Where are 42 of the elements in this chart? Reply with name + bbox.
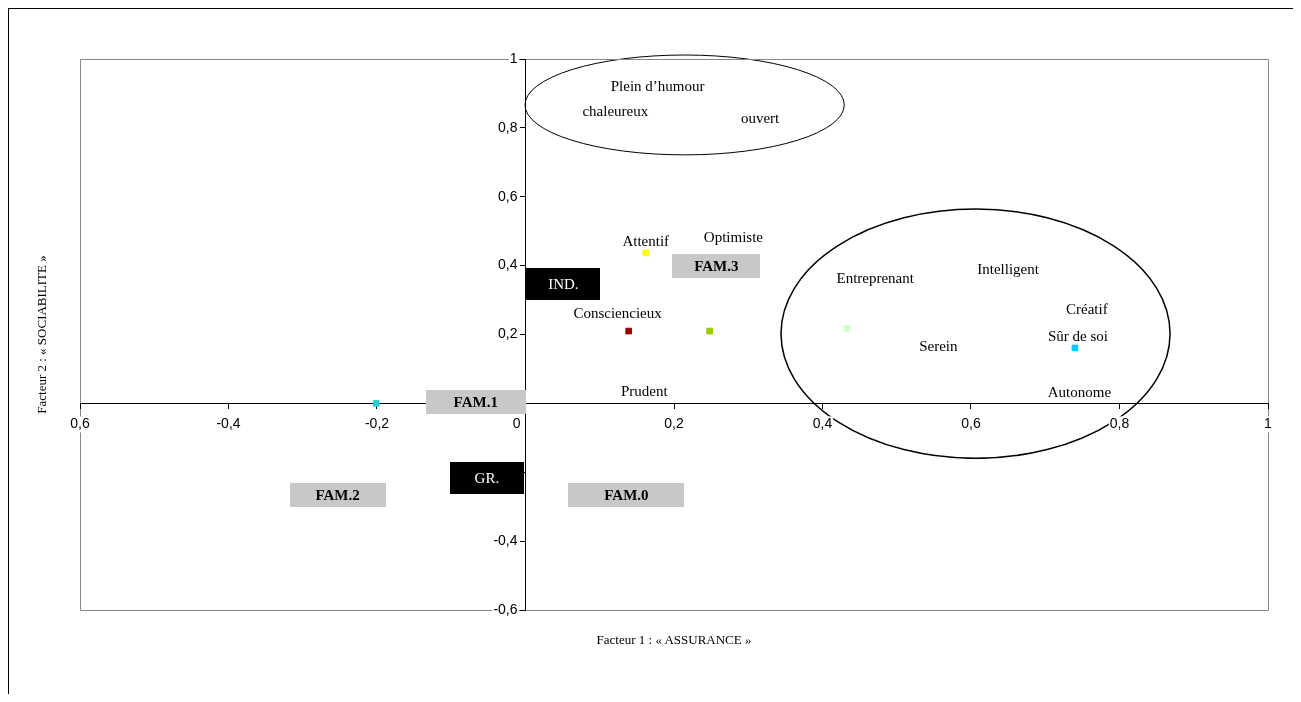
y-tick-label: 0,8	[498, 118, 518, 135]
x-tick-label: 0,8	[1109, 415, 1130, 432]
label-box: GR.	[449, 462, 524, 495]
annotation: Attentif	[622, 232, 670, 250]
y-tick-label: 1	[509, 49, 518, 66]
annotation: Serein	[919, 337, 958, 355]
annotation: Créatif	[1066, 300, 1108, 318]
y-tick-label: -0,6	[493, 600, 518, 617]
annotation: Autonome	[1047, 383, 1112, 401]
annotation: Entreprenant	[836, 269, 914, 287]
label-box: FAM.2	[289, 483, 386, 508]
label-box: FAM.3	[672, 253, 761, 278]
annotation: ouvert	[740, 109, 780, 127]
y-tick-label: 0,6	[498, 187, 518, 204]
y-tick-label: -0,4	[493, 531, 518, 548]
annotation: Optimiste	[703, 228, 763, 246]
annotation: chaleureux	[582, 102, 649, 120]
point	[1071, 344, 1079, 352]
x-tick-label: 0,6	[70, 415, 90, 432]
label-box: FAM.0	[568, 483, 685, 508]
point	[642, 249, 650, 257]
point	[625, 327, 633, 335]
x-tick-label: -0,2	[364, 415, 390, 432]
x-tick-label: 0,6	[961, 415, 981, 432]
x-tick-label: 0	[512, 415, 521, 432]
point	[372, 400, 380, 407]
x-axis-title: Facteur 1 : « ASSURANCE »	[596, 632, 752, 648]
annotation: Consciencieux	[573, 304, 662, 322]
x-tick-label: -0,4	[216, 415, 241, 432]
point	[843, 324, 851, 332]
annotation: Intelligent	[977, 260, 1039, 278]
label-box: FAM.1	[425, 390, 526, 414]
y-tick-label: 0,2	[498, 325, 518, 342]
y-axis-title: Facteur 2 : « SOCIABILITE »	[34, 255, 50, 414]
x-tick-label: 0,2	[664, 415, 684, 432]
label-box: IND.	[526, 267, 601, 300]
y-tick-label: 0,4	[498, 256, 518, 273]
annotation: Sûr de soi	[1047, 327, 1108, 345]
point	[706, 327, 713, 335]
annotation: Plein d’humour	[610, 77, 705, 95]
x-tick-label: 1	[1264, 415, 1273, 432]
x-tick-label: 0,4	[812, 415, 833, 432]
